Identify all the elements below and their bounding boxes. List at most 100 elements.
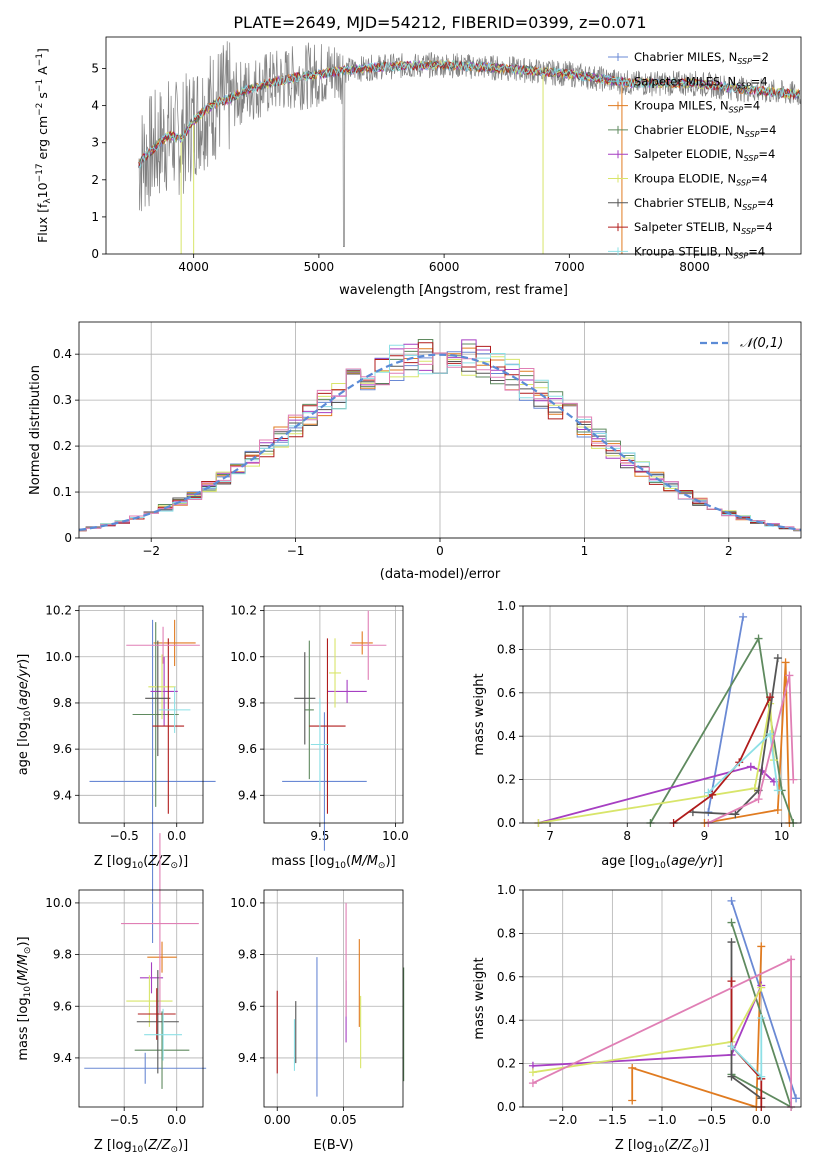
age_vs_Z-point-4 [148,654,176,720]
age_vs_Z-xlabel: Z [log10(Z/Z⊙)] [94,854,188,871]
weight_vs_age-series-5 [692,657,779,816]
age_vs_Z-ytick-label-2: 9.8 [53,696,72,710]
weight_vs_Z-marker-7-1 [757,1072,766,1081]
weight_vs_Z-marker-1-0 [628,1096,637,1105]
age_vs_Z-xtick-label-0: −0.5 [110,829,139,843]
age_vs_mass-point-8 [350,610,387,680]
residuals-ylabel: Normed distribution [28,365,43,495]
age_vs_Z-ytick-label-1: 9.6 [53,742,72,756]
age_vs_mass-point-6 [309,638,346,814]
weight_vs_age-xtick-label-3: 10 [774,829,789,843]
mass_vs_ebv-ytick-label-2: 9.8 [238,948,257,962]
residuals-ytick-label-3: 0.3 [53,393,72,407]
mass_vs_Z-xtick-label-1: 0.0 [167,1113,186,1127]
mass_vs_Z-ytick-label-0: 9.4 [53,1051,72,1065]
weight_vs_Z-xtick-label-1: −1.5 [598,1113,627,1127]
weight_vs_Z-ytick-label-2: 0.4 [497,1013,516,1027]
weight_vs_Z-ytick-label-4: 0.8 [497,926,516,940]
spectrum-axes: 4000 5000 6000 7000 8000 0 1 2 3 4 5 [91,62,709,274]
weight_vs_age-ytick-label-0: 0.0 [497,816,516,830]
weight_vs_Z-ytick-label-1: 0.2 [497,1057,516,1071]
age_vs_mass-ytick-label-4: 10.2 [230,604,257,618]
weight_vs_Z-xtick-label-2: −1.0 [647,1113,676,1127]
weight_vs_Z-ylabel: mass weight [472,957,487,1039]
weight_vs_age-ytick-label-2: 0.4 [497,729,516,743]
spectrum-legend-label-2: Kroupa MILES, NSSP=4 [634,99,760,115]
weight_vs_age-xlabel: age [log10(age/yr)] [601,854,723,871]
weight_vs_age-series-4 [538,703,775,824]
spectrum-ytick-label-2: 2 [91,173,99,187]
age_vs_Z-ytick-label-3: 10.0 [45,650,72,664]
spectrum-legend-label-5: Kroupa ELODIE, NSSP=4 [634,172,768,188]
age_vs_mass-point-0 [282,712,367,851]
weight_vs_age-marker-8-3 [789,775,798,784]
mass_vs_Z-xtick-label-0: −0.5 [110,1113,139,1127]
residuals-gaussian-line [79,353,801,531]
weight_vs_Z-marker-8-0 [528,1079,537,1088]
weight_vs_Z-ytick-label-3: 0.6 [497,970,516,984]
residuals-ytick-label-0: 0 [64,531,72,545]
weight_vs_age-marker-0-1 [739,612,748,621]
spectrum-ytick-label-1: 1 [91,210,99,224]
weight_vs_age-marker-7-0 [704,788,713,797]
weight_vs_Z-frame [522,889,802,1108]
weight_vs_age-series-6 [673,696,771,824]
residuals-ytick-label-1: 0.1 [53,485,72,499]
age_vs_Z-point-1 [153,619,196,667]
weight_vs_Z-ytick-label-5: 1.0 [497,883,516,897]
spectrum-legend-label-7: Salpeter STELIB, NSSP=4 [634,220,773,236]
age_vs_mass-point-5 [294,652,316,745]
mass_vs_Z-ylabel: mass [log10(M/M⊙)] [16,936,33,1060]
age_vs_Z-axes: −0.5 0.0 9.4 9.6 9.8 10.0 10.2 [45,604,203,843]
weight_vs_age-series-8 [707,675,795,824]
mass_vs_Z-ytick-label-2: 9.8 [53,948,72,962]
residuals-frame [78,321,802,539]
age_vs_mass-point-1 [351,631,373,655]
residuals-legend-label: 𝒩(0,1) [740,336,783,351]
weight_vs_Z-series-1 [631,946,763,1109]
age_vs_mass-ytick-label-1: 9.6 [238,742,257,756]
spectrum-xtick-label-2: 6000 [429,260,460,274]
weight_vs_Z-series-0 [730,900,797,1099]
residuals-xtick-label-2: 0 [436,544,444,558]
mass_vs_ebv-xtick-label-1: 0.05 [330,1113,357,1127]
weight_vs_age-marker-7-1 [766,730,775,739]
spectrum-legend-label-1: Salpeter MILES, NSSP=4 [634,74,768,90]
age_vs_Z-ytick-label-0: 9.4 [53,788,72,802]
age_vs_Z-point-6 [152,638,185,814]
mass_vs_Z-point-7 [144,1008,182,1061]
age_vs_mass-xtick-label-1: 10.0 [382,829,409,843]
mass_vs_Z-axes: −0.5 0.0 9.4 9.6 9.8 10.0 [45,890,203,1127]
age_vs_mass-frame [263,605,404,824]
weight_vs_age-series-1 [704,662,791,824]
mass_vs_ebv-frame [263,889,404,1108]
weight_vs_Z-marker-2-0 [727,918,736,927]
spectrum-legend-label-8: Kroupa STELIB, NSSP=4 [634,244,765,260]
spectrum-ytick-label-5: 5 [91,62,99,76]
age_vs_Z-frame [78,605,204,824]
weight_vs_Z-marker-0-0 [727,896,736,905]
spectrum-model-line-8 [138,59,801,168]
age_vs_mass-ytick-label-3: 10.0 [230,650,257,664]
spectrum-xtick-label-0: 4000 [178,260,209,274]
weight_vs_Z-marker-4-0 [528,1068,537,1077]
mass_vs_ebv-xlabel: E(B-V) [313,1138,353,1153]
spectrum-legend-label-6: Chabrier STELIB, NSSP=4 [634,196,774,212]
age_vs_Z-xtick-label-1: 0.0 [167,829,186,843]
spectrum-ytick-label-4: 4 [91,99,99,113]
residuals-ytick-label-4: 0.4 [53,347,72,361]
age_vs_mass-point-2 [304,640,314,780]
weight_vs_age-marker-8-2 [785,671,794,680]
weight_vs_age-ytick-label-5: 1.0 [497,599,516,613]
age_vs_Z-point-5 [145,640,171,757]
residuals-plot-area [79,339,801,532]
mass_vs_ebv-ytick-label-3: 10.0 [230,896,257,910]
weight_vs_Z-marker-6-0 [727,977,736,986]
weight_vs_age-marker-6-3 [766,693,775,702]
weight_vs_Z-marker-7-2 [757,1014,766,1023]
mass_vs_Z-point-2 [134,1011,190,1089]
age_vs_Z-point-3 [150,656,178,727]
weight_vs_age-ytick-label-3: 0.6 [497,686,516,700]
age_vs_mass-xtick-label-0: 9.5 [310,829,329,843]
mass_vs_ebv-xtick-label-0: 0.00 [264,1113,291,1127]
